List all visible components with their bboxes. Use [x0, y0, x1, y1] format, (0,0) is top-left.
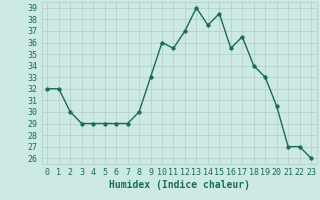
X-axis label: Humidex (Indice chaleur): Humidex (Indice chaleur) [109, 180, 250, 190]
